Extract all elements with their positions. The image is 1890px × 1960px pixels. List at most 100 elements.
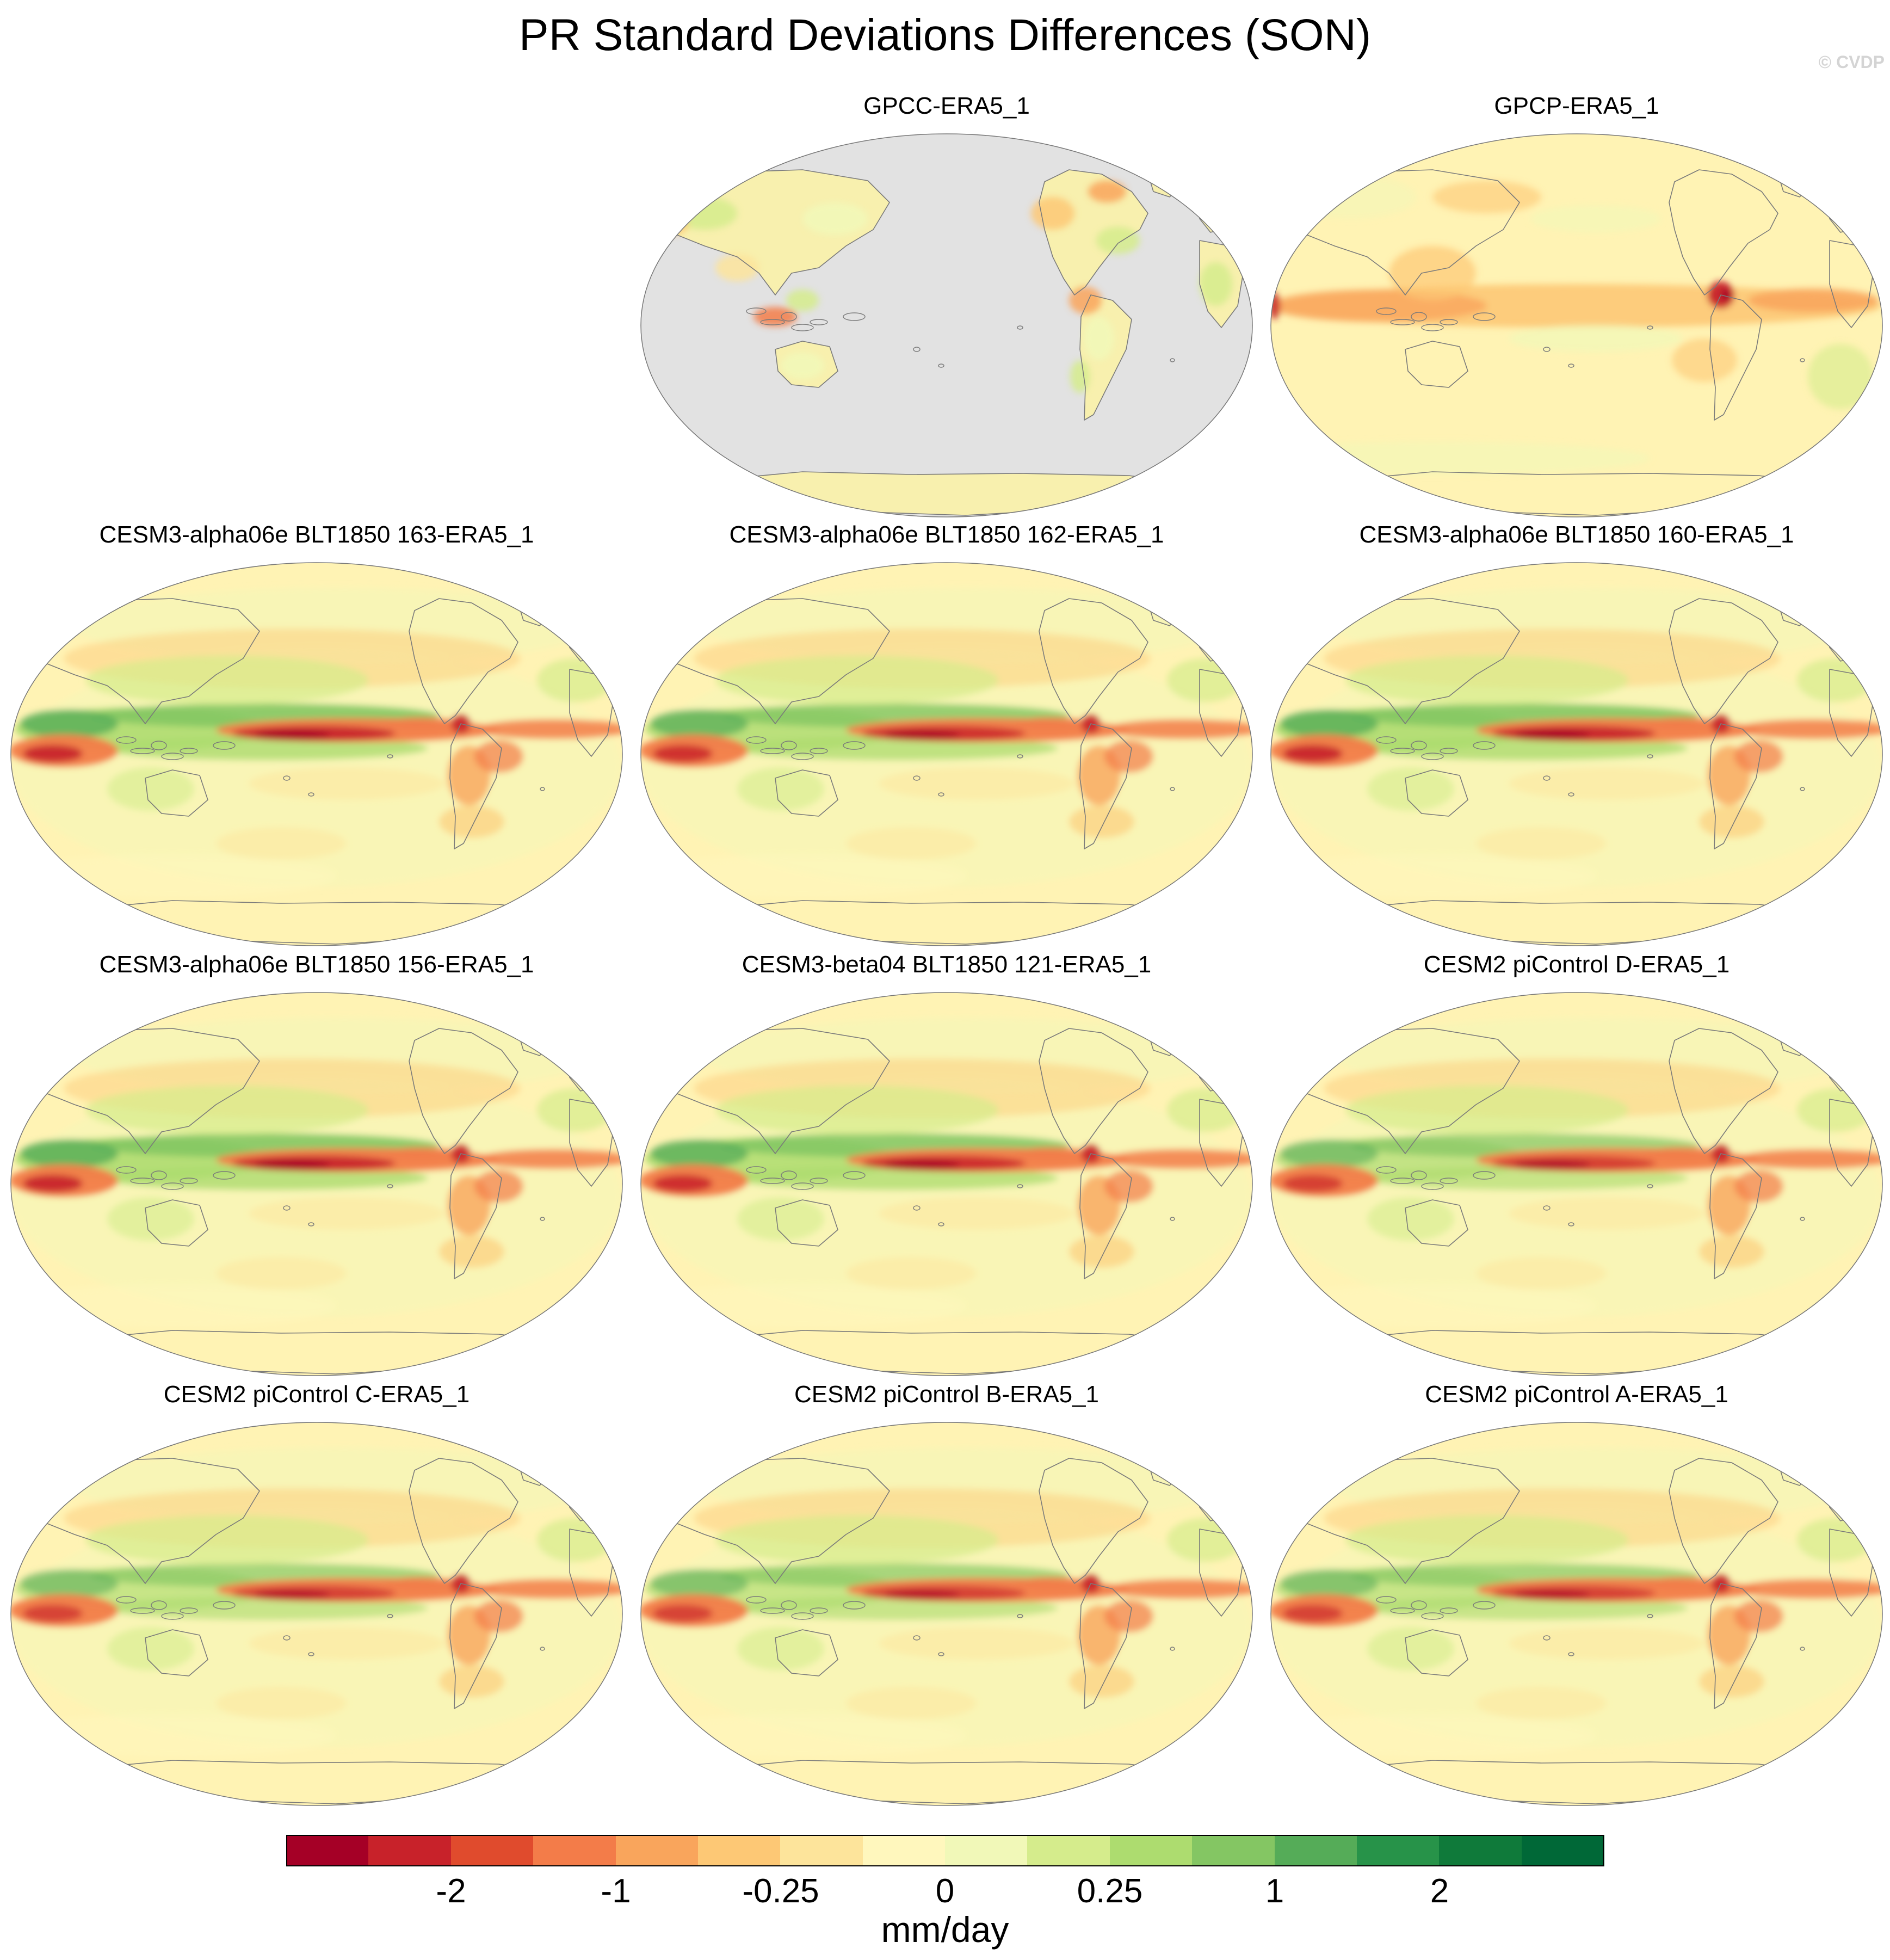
map-a163	[10, 562, 623, 946]
anomaly-blob	[1797, 1518, 1873, 1562]
map-panel-pd: CESM2 piControl D-ERA5_1	[1264, 951, 1889, 1381]
anomaly-blob	[216, 827, 347, 860]
anomaly-blob	[732, 736, 1058, 760]
island	[913, 775, 921, 781]
anomaly-blob	[249, 1627, 444, 1660]
island	[1421, 1182, 1444, 1190]
anomaly-blob	[1069, 1235, 1134, 1268]
map-panel-gpcp: GPCP-ERA5_1	[1264, 93, 1889, 522]
island	[746, 736, 767, 744]
anomaly-blob	[1096, 227, 1140, 254]
continent-asia	[652, 169, 890, 295]
anomaly-blob	[254, 730, 330, 739]
island	[1473, 312, 1496, 321]
island	[1411, 741, 1427, 750]
anomaly-field	[1271, 1018, 1882, 1375]
map-panel-a156: CESM3-alpha06e BLT1850 156-ERA5_1	[4, 951, 629, 1381]
island	[913, 1205, 921, 1211]
map-panel-a162: CESM3-alpha06e BLT1850 162-ERA5_1	[634, 521, 1259, 951]
anomaly-blob	[477, 719, 622, 739]
anomaly-blob	[23, 1605, 83, 1622]
island	[1568, 1652, 1574, 1656]
continent-north-america	[409, 598, 518, 724]
island	[1411, 1170, 1427, 1180]
island	[781, 741, 797, 750]
anomaly-blob	[1476, 1257, 1607, 1290]
colorbar-swatch	[615, 1835, 699, 1866]
anomaly-blob	[1283, 1175, 1343, 1192]
continent-south-america	[1709, 294, 1762, 421]
island	[1170, 358, 1175, 362]
panel-title: CESM2 piControl B-ERA5_1	[794, 1381, 1099, 1408]
anomaly-blob	[1286, 175, 1416, 219]
anomaly-blob	[1107, 1579, 1252, 1599]
island	[151, 741, 167, 750]
island	[746, 1596, 767, 1604]
island	[151, 1170, 167, 1180]
island	[283, 775, 291, 781]
continent-australia	[775, 769, 838, 817]
anomaly-blob	[846, 1687, 977, 1719]
island	[130, 1178, 155, 1184]
continent-australia	[145, 769, 208, 817]
island	[843, 312, 866, 321]
map-panel-b121: CESM3-beta04 BLT1850 121-ERA5_1	[634, 951, 1259, 1381]
continent-north-america	[1669, 169, 1778, 295]
island	[1421, 324, 1444, 331]
anomaly-blob	[1699, 1665, 1764, 1698]
island	[938, 1652, 944, 1656]
continent-north-america	[1039, 1458, 1148, 1584]
anomaly-blob	[1015, 1147, 1091, 1160]
island	[760, 748, 785, 754]
island	[308, 1222, 314, 1226]
island	[1800, 358, 1805, 362]
anomaly-blob	[1432, 181, 1541, 213]
anomaly-blob	[884, 1160, 960, 1169]
anomaly-blob	[85, 1515, 368, 1564]
panel-title: CESM3-beta04 BLT1850 121-ERA5_1	[742, 951, 1152, 978]
anomaly-blob	[879, 767, 1074, 800]
continent-australia	[775, 1629, 838, 1677]
colorbar-swatch	[286, 1835, 369, 1866]
colorbar-label: 2	[1430, 1872, 1449, 1910]
anomaly-blob	[641, 854, 966, 898]
anomaly-blob	[11, 854, 336, 898]
island	[1440, 1607, 1458, 1614]
anomaly-blob	[846, 1257, 977, 1290]
anomaly-blob	[1271, 1714, 1596, 1758]
anomaly-blob	[786, 289, 819, 311]
anomaly-blob	[1015, 717, 1091, 730]
anomaly-blob	[1280, 1139, 1378, 1168]
continent-australia	[145, 1629, 208, 1677]
anomaly-blob	[102, 1166, 428, 1190]
anomaly-blob	[1167, 1088, 1243, 1132]
island	[781, 312, 797, 322]
island	[1411, 312, 1427, 322]
map-panel-pc: CESM2 piControl C-ERA5_1	[4, 1381, 629, 1811]
anomaly-blob	[1069, 1665, 1134, 1698]
colorbar-swatch	[862, 1835, 946, 1866]
anomaly-blob	[477, 1579, 622, 1599]
anomaly-blob	[439, 1665, 504, 1698]
colorbar-label: 1	[1265, 1872, 1284, 1910]
colorbar-swatch	[368, 1835, 452, 1866]
map-frame	[10, 1422, 623, 1806]
anomaly-blob	[1367, 1627, 1454, 1671]
anomaly-blob	[20, 1569, 118, 1598]
anomaly-blob	[254, 1590, 330, 1599]
island	[1421, 753, 1444, 760]
island	[161, 1182, 184, 1190]
anomaly-blob	[107, 1197, 194, 1241]
anomaly-blob	[1389, 246, 1476, 300]
anomaly-blob	[1271, 854, 1596, 898]
anomaly-blob	[216, 1687, 347, 1719]
anomaly-blob	[715, 656, 998, 705]
island	[1421, 1612, 1444, 1620]
anomaly-blob	[1015, 1577, 1091, 1590]
anomaly-blob	[1200, 262, 1232, 306]
continent-north-america	[1039, 169, 1148, 295]
island	[180, 1178, 198, 1184]
anomaly-blob	[537, 1518, 613, 1562]
colorbar-label: -1	[601, 1872, 631, 1910]
continent-south-america	[1709, 1583, 1762, 1709]
